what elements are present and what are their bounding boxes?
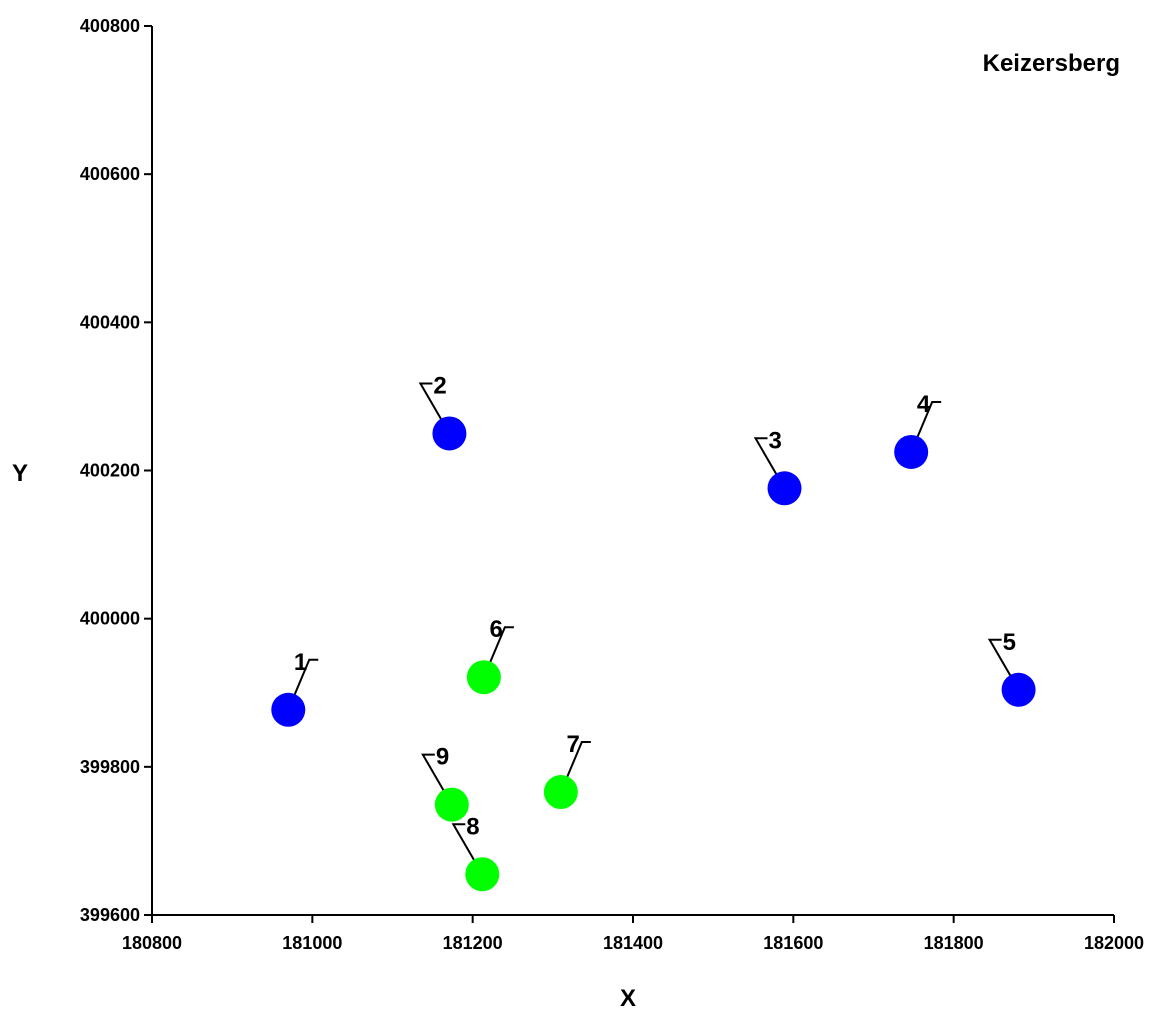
data-point-6 — [466, 660, 501, 695]
leader-lines — [287, 382, 1020, 875]
leader-line-8 — [451, 823, 484, 875]
x-tick-label: 181400 — [603, 933, 663, 953]
y-tick-label: 400200 — [80, 461, 140, 481]
data-point-7 — [543, 775, 578, 810]
point-label-8: 8 — [466, 813, 479, 840]
data-points — [271, 416, 1036, 892]
y-axis-title: Y — [12, 460, 28, 487]
y-tick-label: 400000 — [80, 609, 140, 629]
data-point-5 — [1001, 672, 1036, 707]
y-tick-label: 399800 — [80, 757, 140, 777]
data-point-8 — [465, 857, 500, 892]
data-point-2 — [432, 416, 467, 451]
leader-line-2 — [418, 382, 451, 434]
point-label-5: 5 — [1003, 629, 1016, 656]
point-labels: 1 2 3 4 5 6 7 8 9 — [294, 372, 1016, 840]
x-tick-label: 181600 — [763, 933, 823, 953]
y-tick-label: 400800 — [80, 16, 140, 36]
y-tick-label: 399600 — [80, 905, 140, 925]
x-tick-label: 180800 — [122, 933, 182, 953]
data-point-4 — [894, 434, 929, 469]
data-point-1 — [271, 692, 306, 727]
leader-line-5 — [987, 638, 1020, 691]
chart-title: Keizersberg — [983, 50, 1120, 77]
leader-line-1 — [287, 658, 319, 711]
y-tick-label: 400600 — [80, 164, 140, 184]
point-label-3: 3 — [769, 427, 782, 454]
leader-line-4 — [910, 400, 942, 453]
x-tick-label: 181000 — [282, 933, 342, 953]
x-axis-title: X — [620, 985, 636, 1012]
leader-line-6 — [482, 626, 514, 678]
y-tick-label: 400400 — [80, 312, 140, 332]
x-tick-label: 182000 — [1084, 933, 1144, 953]
point-label-4: 4 — [917, 391, 931, 418]
point-label-1: 1 — [294, 649, 307, 676]
data-point-9 — [434, 787, 469, 822]
leader-line-7 — [559, 741, 591, 793]
point-label-7: 7 — [566, 731, 579, 758]
point-label-9: 9 — [436, 744, 449, 771]
x-tick-label: 181200 — [443, 933, 503, 953]
x-tick-label: 181800 — [924, 933, 984, 953]
point-label-2: 2 — [433, 372, 446, 399]
point-label-6: 6 — [490, 616, 503, 643]
leader-line-3 — [753, 437, 786, 489]
axes: 399600 399800 400000 400200 400400 400600 4008… — [80, 16, 1144, 953]
leader-line-9 — [421, 753, 453, 806]
data-point-3 — [767, 471, 802, 506]
